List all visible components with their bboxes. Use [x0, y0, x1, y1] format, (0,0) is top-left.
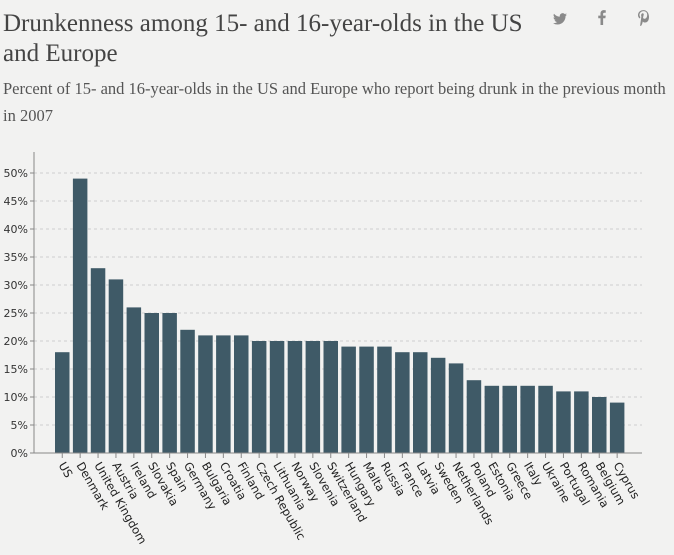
- x-tick-label: US: [56, 460, 76, 481]
- bar-latvia: [413, 352, 428, 453]
- bar-germany: [180, 329, 195, 453]
- bar-estonia: [484, 385, 500, 453]
- twitter-icon[interactable]: [553, 12, 567, 29]
- bar-czech-republic: [251, 341, 267, 453]
- y-tick-label: 15%: [4, 363, 28, 376]
- bar-norway: [287, 341, 303, 453]
- bar-malta: [359, 346, 374, 453]
- bar-chart: 0% 5% 10% 15% 20% 25% 30% 35% 40% 45% 50% USDenmar…: [4, 152, 643, 546]
- bar-croatia: [216, 335, 231, 453]
- bar-italy: [520, 385, 535, 453]
- bar-hungary: [341, 346, 356, 453]
- chart-title: Drunkenness among 15- and 16-year-olds i…: [3, 10, 523, 67]
- bar-greece: [502, 385, 517, 453]
- facebook-icon[interactable]: [598, 10, 606, 29]
- bar-slovenia: [305, 341, 321, 453]
- y-tick-label: 20%: [4, 335, 28, 348]
- bar-united-kingdom: [90, 268, 106, 453]
- bar-sweden: [430, 357, 446, 453]
- bar-belgium: [592, 397, 607, 453]
- bar-france: [395, 352, 410, 453]
- bar-lithuania: [269, 341, 285, 453]
- bar-bulgaria: [198, 335, 213, 453]
- bar-us: [55, 352, 70, 453]
- y-tick-label: 45%: [4, 195, 28, 208]
- bar-ukraine: [538, 385, 553, 453]
- bar-ireland: [126, 307, 142, 453]
- bar-switzerland: [323, 341, 338, 453]
- bar-finland: [234, 335, 249, 453]
- bar-spain: [162, 313, 177, 453]
- y-tick-label: 0%: [11, 447, 28, 460]
- bar-slovakia: [144, 313, 159, 453]
- bar-denmark: [72, 178, 88, 453]
- y-tick-label: 35%: [4, 251, 28, 264]
- y-tick-label: 40%: [4, 223, 28, 236]
- y-tick-label: 30%: [4, 279, 28, 292]
- bar-portugal: [556, 391, 571, 453]
- bar-poland: [466, 380, 482, 453]
- bars: [55, 178, 625, 453]
- bar-austria: [108, 279, 124, 453]
- bar-romania: [574, 391, 589, 453]
- pinterest-icon[interactable]: [638, 10, 649, 30]
- y-tick-label: 5%: [11, 419, 28, 432]
- chart-subtitle: Percent of 15- and 16-year-olds in the U…: [3, 79, 666, 125]
- bar-russia: [377, 346, 392, 453]
- y-tick-label: 10%: [4, 391, 28, 404]
- y-tick-label: 50%: [4, 167, 28, 180]
- bar-netherlands: [448, 363, 464, 453]
- bar-cyprus: [609, 402, 625, 453]
- y-tick-label: 25%: [4, 307, 28, 320]
- y-axis: 0% 5% 10% 15% 20% 25% 30% 35% 40% 45% 50%: [4, 152, 35, 460]
